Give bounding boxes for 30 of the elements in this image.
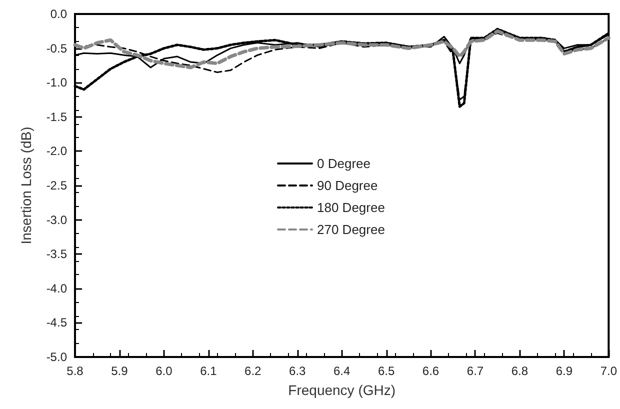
x-tick-label: 6.6 — [422, 364, 440, 378]
y-tick-label: -4.5 — [46, 316, 68, 330]
y-tick-label: -3.0 — [46, 212, 68, 227]
legend-label: 270 Degree — [317, 222, 385, 237]
y-tick-label: -1.5 — [46, 110, 68, 124]
y-tick-label: -4.0 — [46, 281, 68, 296]
y-tick-label: -1.0 — [46, 76, 68, 90]
x-tick-label: 6.1 — [200, 364, 218, 378]
x-tick-label: 6.5 — [378, 364, 395, 378]
legend-label: 90 Degree — [317, 178, 378, 193]
x-tick-label: 6.0 — [156, 364, 173, 378]
x-tick-label: 6.3 — [289, 364, 306, 378]
x-tick-label: 6.7 — [466, 364, 484, 378]
x-tick-label: 6.2 — [244, 364, 262, 378]
y-tick-label: -5.0 — [46, 350, 68, 364]
y-tick-label: -2.0 — [46, 144, 68, 158]
x-tick-label: 6.8 — [511, 364, 528, 378]
y-axis-title: Insertion Loss (dB) — [18, 126, 34, 244]
y-tick-label: -0.5 — [46, 41, 68, 56]
x-tick-label: 5.8 — [66, 364, 84, 378]
legend-label: 0 Degree — [317, 156, 370, 171]
y-tick-label: 0.0 — [50, 7, 68, 21]
x-tick-label: 7.0 — [600, 364, 618, 378]
x-tick-label: 5.9 — [111, 364, 128, 378]
y-tick-label: -2.5 — [46, 178, 68, 192]
x-tick-label: 6.9 — [556, 364, 573, 378]
legend-label: 180 Degree — [317, 200, 385, 215]
x-axis-title: Frequency (GHz) — [288, 382, 396, 398]
x-tick-label: 6.4 — [333, 364, 350, 378]
y-tick-label: -3.5 — [46, 247, 68, 262]
